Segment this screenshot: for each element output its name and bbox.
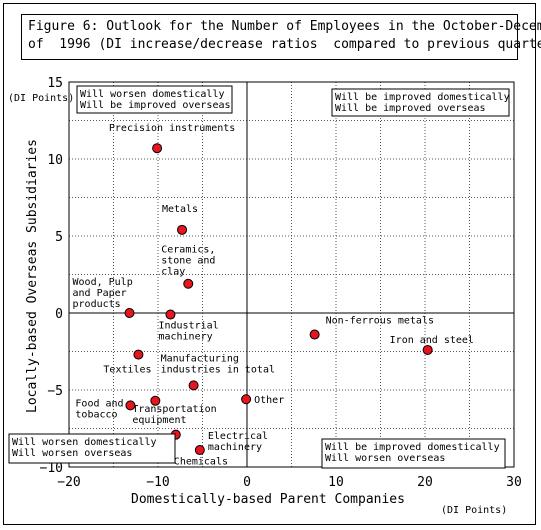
data-point <box>422 344 433 355</box>
y-tick-label: 15 <box>47 76 63 91</box>
data-point <box>133 349 144 360</box>
quadrant-label-bottom-left: Will worsen domestically <box>12 437 157 448</box>
point-label: Other <box>254 395 284 406</box>
quadrant-box-top-left <box>76 85 233 114</box>
figure-frame <box>3 3 536 525</box>
x-tick-label: 30 <box>506 475 522 490</box>
quadrant-label-bottom-right: Will worsen overseas <box>325 453 445 464</box>
quadrant-label-bottom-left: Will worsen overseas <box>12 448 132 459</box>
y-tick-label: −5 <box>47 384 63 399</box>
point-label: Food and tobacco <box>75 398 123 420</box>
point-label: Electrical machinery <box>208 431 268 453</box>
point-label: Industrial machinery <box>158 321 218 343</box>
point-label: Chemicals <box>174 457 228 468</box>
chart-title-line1: Figure 6: Outlook for the Number of Empl… <box>28 19 541 34</box>
x-tick-label: −10 <box>146 475 169 490</box>
chart-title-line2: of 1996 (DI increase/decrease ratios com… <box>28 37 541 52</box>
data-point <box>188 380 199 391</box>
data-point <box>152 143 163 154</box>
point-label: Ceramics, stone and clay <box>161 245 215 278</box>
grid-lines <box>69 82 514 467</box>
quadrant-label-top-right: Will be improved domestically <box>335 92 510 103</box>
data-point <box>183 278 194 289</box>
quadrant-box-top-right <box>331 88 510 117</box>
data-point <box>125 400 136 411</box>
plot-area-border <box>68 81 515 468</box>
x-tick-label: −20 <box>57 475 80 490</box>
y-axis-label: Locally-based Overseas Subsidiaries <box>25 139 40 413</box>
data-point <box>124 308 135 318</box>
point-label: Wood, Pulp and Paper products <box>73 277 133 310</box>
data-point <box>165 309 176 320</box>
chart-title: Figure 6: Outlook for the Number of Empl… <box>21 14 541 60</box>
y-tick-label: 5 <box>55 230 63 245</box>
point-labels: Precision instruments Metals Ceramics, ston… <box>73 123 474 467</box>
quadrant-label-top-left: Will worsen domestically <box>80 89 225 100</box>
x-tick-label: 20 <box>417 475 433 490</box>
point-label: Metals <box>162 204 198 215</box>
point-label: Precision instruments <box>109 123 235 134</box>
y-tick-label: 0 <box>55 307 63 322</box>
quadrant-label-bottom-right: Will be improved domestically <box>325 442 500 453</box>
y-tick-label: −10 <box>40 461 63 476</box>
data-point <box>194 445 205 456</box>
x-tick-label: 10 <box>328 475 344 490</box>
x-axis-label: Domestically-based Parent Companies <box>131 492 405 507</box>
quadrant-box-bottom-left <box>8 433 176 464</box>
y-axis-unit: (DI Points) <box>8 93 74 104</box>
quadrant-box-bottom-right <box>321 438 506 469</box>
point-label: Iron and steel <box>390 335 474 346</box>
y-tick-label: 10 <box>47 153 63 168</box>
point-label: Non-ferrous metals <box>326 316 434 327</box>
data-points <box>124 143 433 456</box>
point-label: Transportation equipment <box>132 404 216 426</box>
quadrant-label-top-left: Will be improved overseas <box>80 100 231 111</box>
point-label: Textiles <box>103 365 151 376</box>
data-point <box>309 329 320 340</box>
data-point <box>241 394 252 405</box>
data-point <box>150 395 161 406</box>
quadrant-label-top-right: Will be improved overseas <box>335 103 486 114</box>
x-axis-unit: (DI Points) <box>441 505 507 516</box>
point-label: Manufacturing industries in total <box>161 353 275 375</box>
data-point <box>177 224 188 235</box>
x-tick-label: 0 <box>243 475 251 490</box>
